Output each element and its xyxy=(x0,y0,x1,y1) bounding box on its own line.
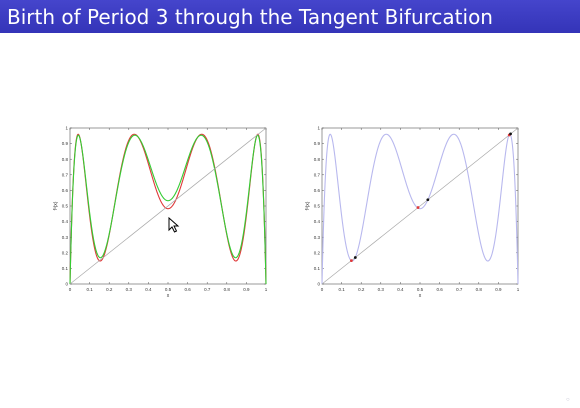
y-tick-label: 0.9 xyxy=(314,141,321,146)
page-marker: ○ xyxy=(566,397,570,403)
y-tick-label: 0.1 xyxy=(62,266,69,271)
y-tick-label: 0.9 xyxy=(62,141,69,146)
y-tick-label: 0.8 xyxy=(62,157,69,162)
y-tick-label: 0.2 xyxy=(314,250,321,255)
y-tick-label: 0.4 xyxy=(314,219,321,224)
y-tick-label: 0.8 xyxy=(314,157,321,162)
y-tick-label: 1 xyxy=(65,126,68,131)
x-tick-label: 0.1 xyxy=(338,287,345,292)
slide-title: Birth of Period 3 through the Tangent Bi… xyxy=(7,5,493,29)
x-tick-label: 0.8 xyxy=(476,287,483,292)
plot-left: 0 0.1 0.2 0.3 0.4 0.5 0.6 0.7 0.8 0.9 1 0 0.1 0.2 0.3 0… xyxy=(53,126,268,299)
x-tick-label: 0.5 xyxy=(165,287,172,292)
data-point-2 xyxy=(416,206,420,209)
x-tick-label: 0 xyxy=(69,287,72,292)
y-tick-label: 0.3 xyxy=(62,235,69,240)
data-point-5 xyxy=(509,132,512,136)
x-tick-label: 1 xyxy=(517,287,520,292)
x-tick-label: 0.4 xyxy=(145,287,152,292)
x-tick-label: 0.9 xyxy=(495,287,502,292)
y-tick-label: 0.1 xyxy=(314,266,321,271)
x-tick-label: 0.2 xyxy=(358,287,365,292)
series-line-1 xyxy=(69,134,267,285)
y-tick-label: 0.7 xyxy=(62,172,69,177)
y-tick-label: 1 xyxy=(317,126,320,131)
y-axis-label: f³(x) xyxy=(53,201,59,210)
data-point-1 xyxy=(353,256,357,259)
x-tick-label: 1 xyxy=(265,287,268,292)
x-tick-label: 0 xyxy=(321,287,324,292)
x-axis-label: x xyxy=(419,293,422,299)
x-tick-label: 0.8 xyxy=(224,287,231,292)
series-line-2 xyxy=(69,127,267,285)
y-axis-label: f³(x) xyxy=(305,201,311,210)
data-point-0 xyxy=(350,259,353,262)
x-tick-label: 0.5 xyxy=(417,287,424,292)
y-tick-label: 0.4 xyxy=(62,219,69,224)
x-tick-label: 0.9 xyxy=(243,287,250,292)
y-tick-label: 0.3 xyxy=(314,235,321,240)
x-tick-label: 0.1 xyxy=(86,287,93,292)
y-tick-label: 0.6 xyxy=(314,188,321,193)
y-tick-label: 0 xyxy=(317,282,320,287)
x-tick-label: 0.7 xyxy=(456,287,463,292)
y-tick-label: 0.7 xyxy=(314,172,321,177)
x-tick-label: 0.6 xyxy=(436,287,443,292)
x-tick-label: 0.2 xyxy=(106,287,113,292)
y-tick-label: 0.2 xyxy=(62,250,69,255)
x-tick-label: 0.3 xyxy=(126,287,133,292)
x-tick-label: 0.3 xyxy=(378,287,385,292)
x-tick-label: 0.7 xyxy=(204,287,211,292)
y-tick-label: 0.6 xyxy=(62,188,69,193)
x-axis-label: x xyxy=(167,293,170,299)
y-tick-label: 0 xyxy=(65,282,68,287)
x-tick-label: 0.4 xyxy=(397,287,404,292)
y-tick-label: 0.5 xyxy=(62,204,69,209)
title-bar: Birth of Period 3 through the Tangent Bi… xyxy=(0,0,580,33)
mouse-pointer-icon xyxy=(168,217,180,233)
y-tick-label: 0.5 xyxy=(314,204,321,209)
x-tick-label: 0.6 xyxy=(184,287,191,292)
plot-right: 0 0.1 0.2 0.3 0.4 0.5 0.6 0.7 0.8 0.9 1 0 0.1 0.2 0.3 0… xyxy=(305,126,520,299)
series-line-0 xyxy=(69,133,267,285)
data-point-3 xyxy=(426,198,430,202)
